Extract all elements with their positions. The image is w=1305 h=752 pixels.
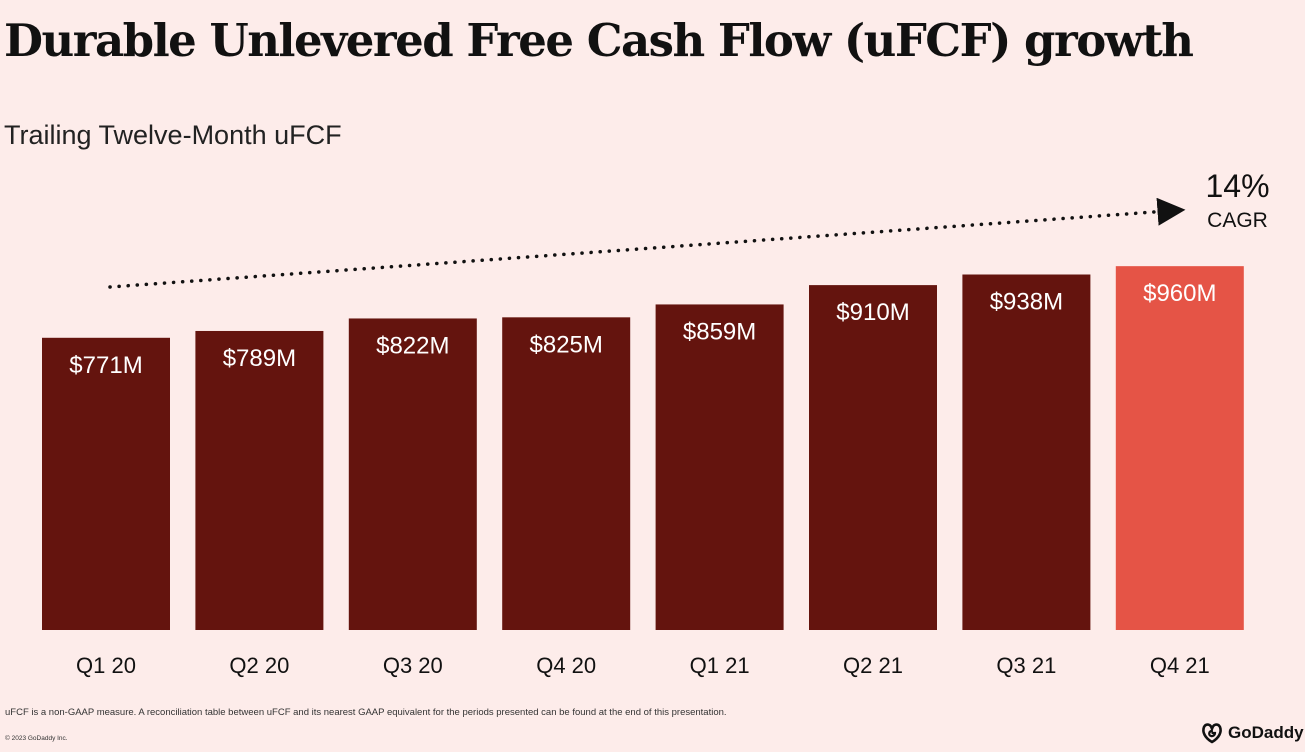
bar-value-label: $789M (223, 345, 296, 372)
bar-q1-21 (655, 304, 784, 630)
bar-q3-21 (962, 274, 1091, 630)
page-title: Durable Unlevered Free Cash Flow (uFCF) … (4, 14, 1194, 67)
bar-value-label: $825M (530, 331, 603, 358)
godaddy-logo-icon (1202, 723, 1222, 744)
x-tick-label: Q2 20 (229, 653, 289, 678)
logo-text: GoDaddy (1228, 723, 1304, 742)
bar-q2-21 (809, 285, 937, 630)
bar-value-label: $960M (1143, 280, 1216, 307)
copyright: © 2023 GoDaddy Inc. (5, 735, 68, 742)
x-tick-label: Q3 20 (383, 653, 443, 678)
bar-value-label: $938M (990, 288, 1063, 315)
footnote: uFCF is a non-GAAP measure. A reconcilia… (5, 707, 727, 718)
cagr-value: 14% (1205, 168, 1270, 204)
bar-value-label: $822M (376, 332, 449, 359)
godaddy-logo: GoDaddy (1200, 722, 1304, 744)
chart-subtitle: Trailing Twelve-Month uFCF (4, 120, 342, 150)
bar-chart: $771M Q1 20 $789M Q2 20 $822M Q3 20 $825M Q4 20… (42, 197, 1244, 678)
x-tick-label: Q4 21 (1150, 653, 1210, 678)
cagr-trend-arrow (108, 197, 1186, 289)
bar-value-label: $859M (683, 318, 756, 345)
x-tick-label: Q2 21 (843, 653, 903, 678)
bars-group: $771M Q1 20 $789M Q2 20 $822M Q3 20 $825M Q4 20… (42, 266, 1244, 678)
bar-value-label: $910M (836, 299, 909, 326)
x-tick-label: Q1 20 (76, 653, 136, 678)
bar-q3-20 (348, 318, 477, 630)
cagr-label: CAGR (1207, 209, 1268, 232)
x-tick-label: Q4 20 (536, 653, 596, 678)
bar-q4-21 (1115, 266, 1244, 630)
bar-q2-20 (195, 330, 324, 630)
x-tick-label: Q1 21 (690, 653, 750, 678)
x-tick-label: Q3 21 (996, 653, 1056, 678)
bar-value-label: $771M (69, 352, 142, 379)
bar-q1-20 (42, 337, 170, 630)
bar-q4-20 (502, 317, 631, 630)
